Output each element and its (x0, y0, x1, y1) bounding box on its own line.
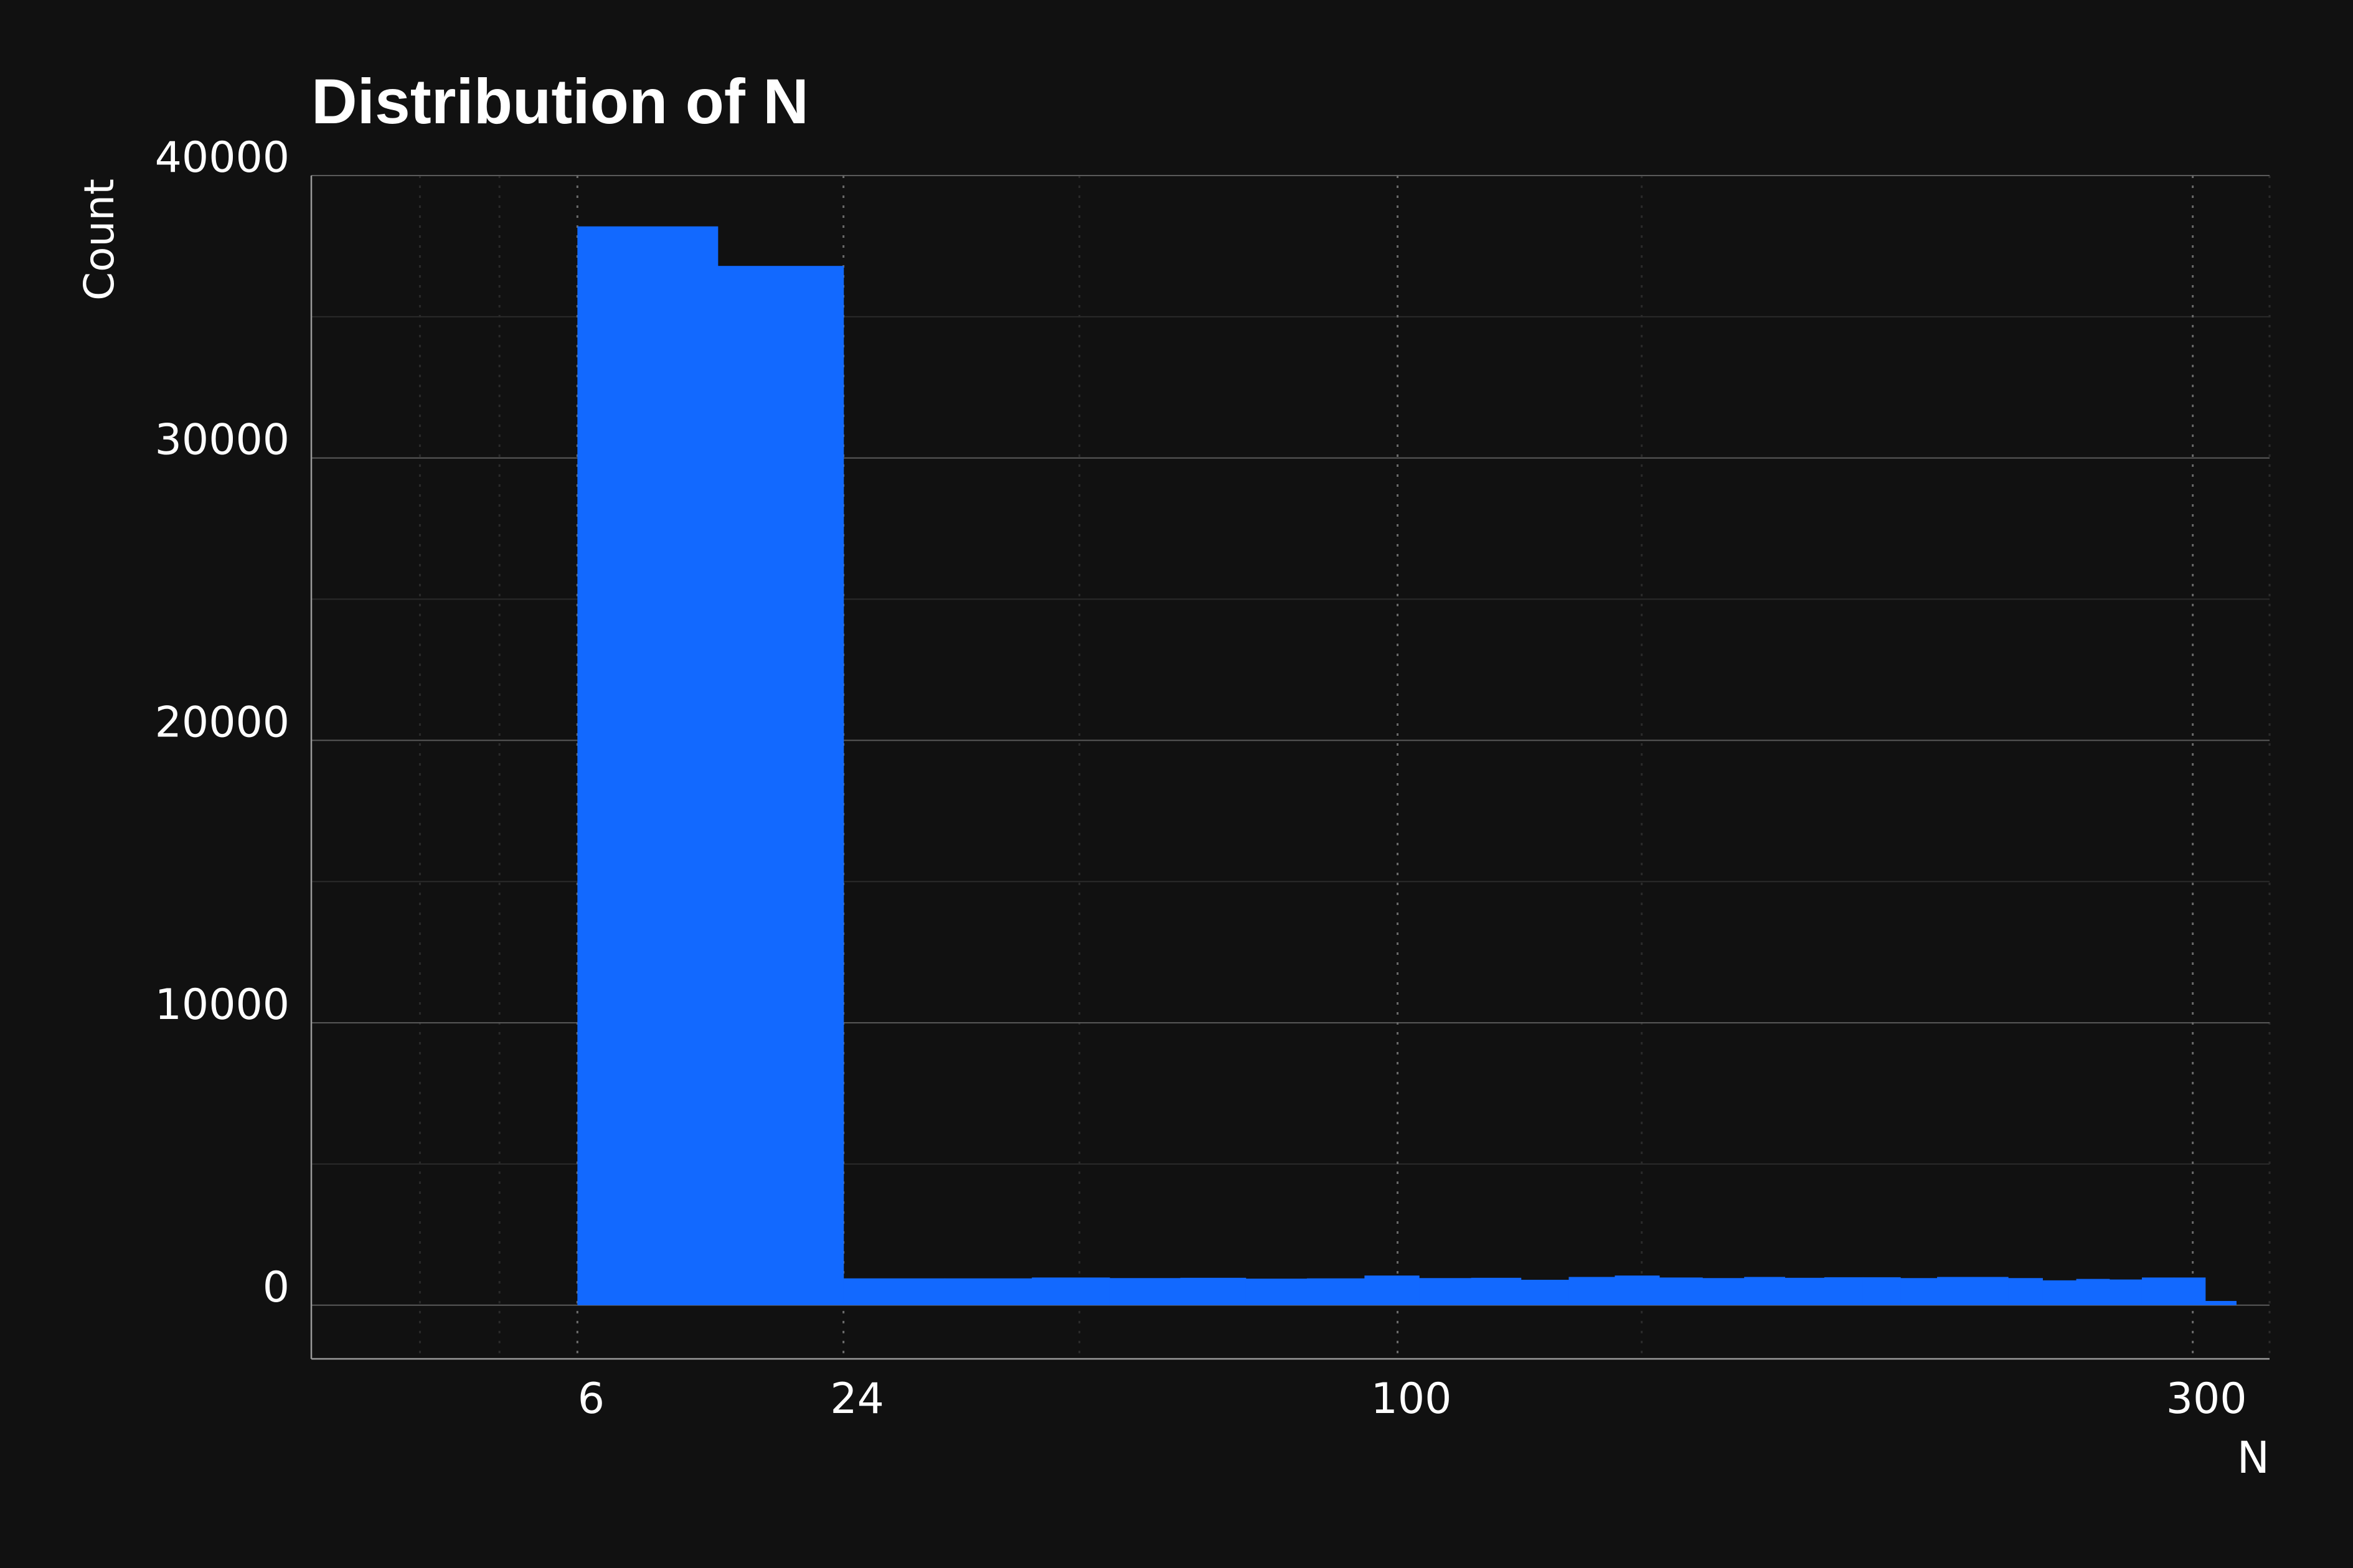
histogram-bar (1032, 1277, 1110, 1305)
x-tick-label: 6 (578, 1374, 605, 1424)
histogram-bar (1521, 1279, 1570, 1305)
tick-labels: 0 10000 20000 30000 40000 6 24 100 300 (155, 133, 2247, 1424)
histogram-bar (2141, 1277, 2174, 1305)
histogram-bar (2205, 1300, 2237, 1305)
histogram-bar (1744, 1277, 1785, 1305)
histogram-bar (1659, 1277, 1703, 1305)
histogram-bar (1702, 1278, 1745, 1305)
y-tick-label: 0 (263, 1263, 290, 1312)
histogram-bar (1568, 1277, 1616, 1305)
histogram-bar (1900, 1278, 1938, 1305)
histogram-bar (945, 1278, 1032, 1305)
y-tick-label: 10000 (155, 980, 290, 1030)
chart-title: Distribution of N (311, 66, 809, 137)
histogram-bar (1936, 1277, 1974, 1305)
x-tick-label: 100 (1371, 1374, 1452, 1424)
y-tick-label: 20000 (155, 698, 290, 747)
histogram-bar (1245, 1279, 1308, 1305)
x-tick-label: 24 (830, 1374, 884, 1424)
histogram-bar (1973, 1277, 2009, 1305)
histogram-bar (1862, 1277, 1901, 1305)
histogram-bar (1364, 1275, 1420, 1305)
histogram-bar (2042, 1280, 2077, 1305)
histogram-bars (577, 226, 2237, 1305)
y-tick-label: 40000 (155, 133, 290, 182)
x-tick-label: 300 (2166, 1374, 2247, 1424)
histogram-bar (1471, 1277, 1522, 1305)
histogram-bar (1785, 1277, 1825, 1305)
histogram-bar (577, 226, 719, 1305)
histogram-bar (1824, 1277, 1864, 1305)
histogram-bar (2076, 1279, 2110, 1305)
histogram-bar (843, 1278, 945, 1305)
histogram-bar (1180, 1277, 1247, 1305)
histogram-bar (2174, 1277, 2206, 1305)
y-tick-label: 30000 (155, 416, 290, 465)
histogram-bar (717, 266, 844, 1305)
histogram-bar (1419, 1278, 1472, 1305)
x-axis-label: N (2237, 1432, 2270, 1483)
histogram-bar (1615, 1275, 1660, 1305)
histogram-bar (2109, 1279, 2143, 1305)
y-axis-label: Count (75, 179, 123, 301)
histogram-bar (1109, 1278, 1181, 1305)
histogram-bar (2008, 1278, 2043, 1305)
axes (310, 176, 2270, 1360)
histogram-bar (1306, 1278, 1365, 1305)
